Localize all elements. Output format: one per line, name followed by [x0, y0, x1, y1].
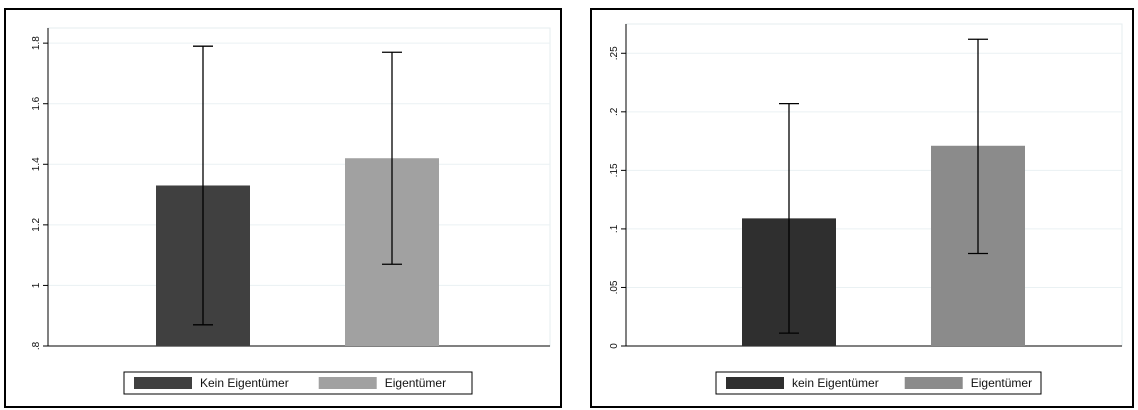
- y-tick-label: .15: [609, 163, 620, 177]
- y-tick-label: .2: [609, 107, 620, 116]
- plot-area-1: [47, 27, 551, 347]
- plot-area-2: [625, 23, 1123, 347]
- y-tick-label: 1: [31, 282, 42, 288]
- y-tick-label: .8: [31, 341, 42, 350]
- legend-label: Eigentümer: [971, 376, 1032, 390]
- legend-swatch: [726, 377, 784, 389]
- y-tick-label: .25: [609, 46, 620, 60]
- y-tick-label: 1.6: [31, 96, 42, 110]
- legend-label: kein Eigentümer: [792, 376, 879, 390]
- y-tick-label: .1: [609, 224, 620, 233]
- legend-swatch: [904, 377, 963, 389]
- y-tick-label: 1.8: [31, 36, 42, 50]
- chart-panel-2: 0 .05 .1 .15 .2 .25 kein Eigentümer Eigentümer: [590, 8, 1134, 408]
- legend-box: [123, 371, 473, 395]
- bar-chart-1: .8 1 1.2 1.4 1.6 1.8 Kein Eigentümer Eigentümer: [10, 14, 556, 395]
- chart-panel-1: .8 1 1.2 1.4 1.6 1.8 Kein Eigentümer Eigentümer: [4, 8, 562, 408]
- y-tick-label: 1.4: [31, 157, 42, 171]
- y-tick-label: .05: [609, 280, 620, 294]
- y-tick-label: 1.2: [31, 217, 42, 231]
- legend-label: Eigentümer: [385, 376, 446, 390]
- legend-swatch: [134, 377, 192, 389]
- y-tick-label: 0: [609, 343, 620, 349]
- legend-label: Kein Eigentümer: [200, 376, 289, 390]
- bar-chart-2: 0 .05 .1 .15 .2 .25 kein Eigentümer Eigentümer: [596, 14, 1128, 395]
- legend-swatch: [318, 377, 377, 389]
